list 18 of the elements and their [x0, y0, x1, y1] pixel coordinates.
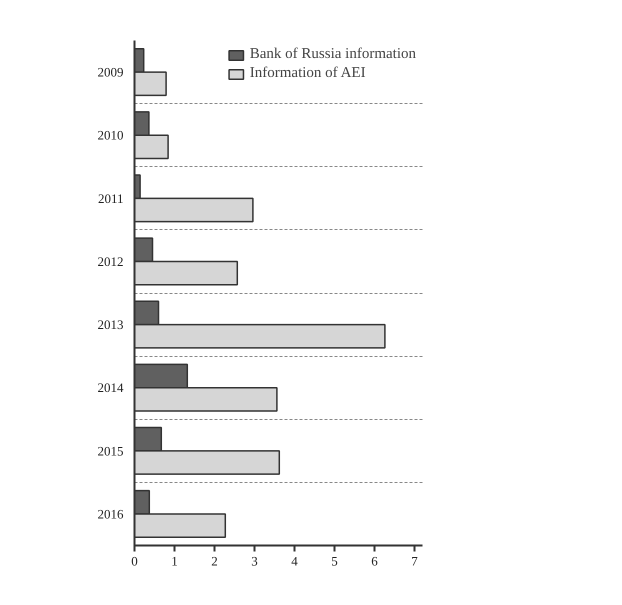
x-tick-label: 7 — [411, 554, 418, 568]
y-tick-label: 2011 — [98, 190, 124, 206]
legend-label: Bank of Russia information — [250, 46, 416, 63]
x-tick-label: 2 — [211, 554, 218, 568]
y-tick-label: 2013 — [98, 317, 124, 332]
y-tick-label: 2016 — [98, 506, 124, 522]
x-tick-label: 1 — [171, 554, 178, 568]
x-tick-label: 0 — [131, 554, 138, 568]
legend-label: Information of AEI — [250, 65, 366, 82]
x-tick-label: 3 — [251, 554, 258, 568]
y-tick-label: 2012 — [98, 254, 124, 269]
y-tick-label: 2015 — [98, 443, 124, 458]
y-tick-label: 2014 — [98, 380, 124, 396]
x-tick-label: 5 — [331, 554, 338, 568]
y-tick-label: 2009 — [98, 64, 124, 80]
x-tick-label: 6 — [371, 554, 378, 568]
x-tick-label: 4 — [291, 554, 298, 568]
y-tick-label: 2010 — [98, 128, 124, 143]
